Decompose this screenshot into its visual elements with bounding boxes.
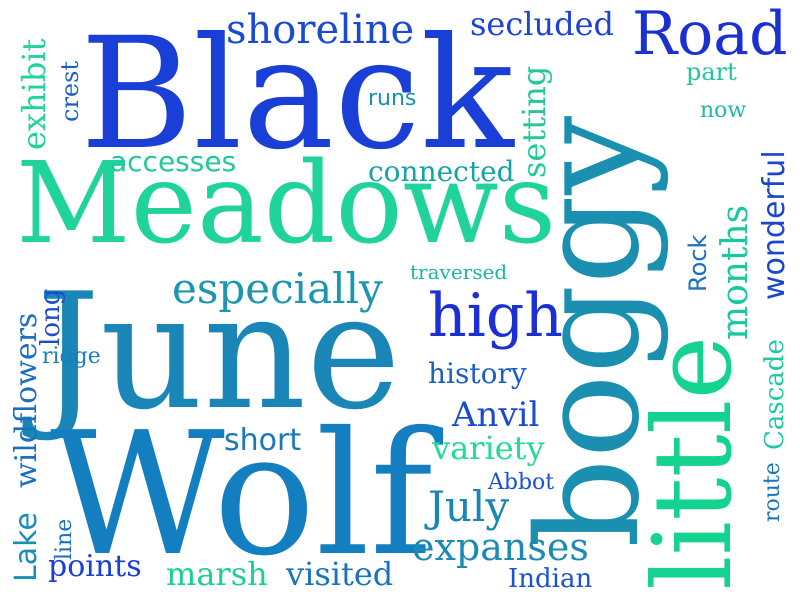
- word-wolf: Wolf: [50, 396, 433, 594]
- word-wildflowers: wildflowers: [9, 312, 44, 488]
- word-rock: Rock: [684, 234, 712, 292]
- word-marsh: marsh: [166, 555, 268, 593]
- word-especially: especially: [172, 264, 383, 313]
- word-accesses: accesses: [110, 145, 237, 178]
- word-little: little: [631, 335, 756, 590]
- word-wonderful: wonderful: [757, 150, 792, 300]
- word-july: July: [428, 482, 510, 531]
- word-variety: variety: [432, 429, 545, 467]
- word-route: route: [760, 462, 785, 522]
- word-anvil: Anvil: [452, 395, 540, 435]
- word-black: Black: [80, 5, 514, 184]
- word-road: Road: [632, 0, 788, 69]
- word-expanses: expanses: [412, 525, 589, 569]
- word-june: June: [36, 258, 401, 445]
- word-abbot: Abbot: [488, 470, 555, 495]
- word-indian: Indian: [508, 564, 593, 594]
- word-now: now: [700, 98, 747, 123]
- word-visited: visited: [286, 555, 394, 593]
- word-cascade: Cascade: [760, 339, 790, 450]
- word-connected: connected: [368, 155, 515, 188]
- word-meadows: Meadows: [16, 139, 557, 269]
- word-points: points: [48, 549, 142, 584]
- word-setting: setting: [515, 65, 553, 178]
- word-traversed: traversed: [410, 260, 508, 284]
- word-part: part: [686, 58, 737, 86]
- word-high: high: [428, 281, 563, 351]
- word-short: short: [224, 423, 302, 458]
- word-runs: runs: [368, 86, 417, 111]
- word-shoreline: shoreline: [226, 7, 415, 53]
- word-ridge: ridge: [42, 344, 101, 369]
- word-history: history: [428, 357, 527, 390]
- word-exhibit: exhibit: [15, 38, 53, 150]
- word-months: months: [715, 204, 756, 340]
- word-secluded: secluded: [470, 5, 615, 43]
- word-lake: Lake: [9, 512, 44, 582]
- word-crest: crest: [56, 60, 84, 122]
